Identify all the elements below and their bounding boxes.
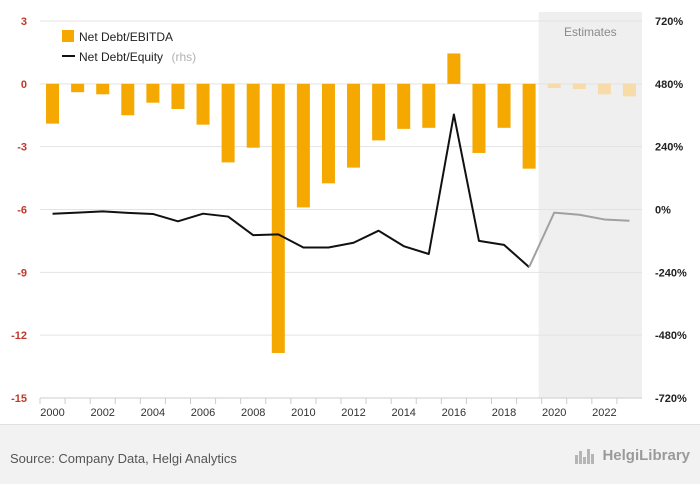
bar-2004 (146, 83, 160, 103)
right-tick-label: 480% (655, 79, 683, 91)
left-tick-label: -12 (11, 330, 27, 342)
bar-2019 (522, 83, 536, 169)
line-series-net-debt-equity (52, 113, 630, 268)
source-note: Source: Company Data, Helgi Analytics (10, 451, 237, 466)
bar-2021 (572, 83, 586, 90)
brand-name: HelgiLibrary (602, 447, 690, 464)
right-axis: 720% 480% 240% 0% -240% -480% -720% (655, 16, 687, 405)
estimates-region: Estimates (538, 12, 642, 398)
bar-2013 (372, 83, 386, 141)
left-axis: 3 0 -3 -6 -9 -12 -15 (11, 16, 27, 405)
right-tick-label: 720% (655, 16, 683, 28)
left-tick-label: 3 (21, 16, 27, 28)
bar-2011 (321, 83, 335, 184)
x-tick-label: 2008 (241, 407, 265, 419)
bar-2003 (121, 83, 135, 116)
x-tick-label: 2014 (391, 407, 415, 419)
bar-2012 (347, 83, 361, 168)
right-tick-label: -240% (655, 267, 687, 279)
right-tick-label: -480% (655, 330, 687, 342)
x-tick-label: 2022 (592, 407, 616, 419)
left-tick-label: -9 (17, 267, 27, 279)
x-tick-label: 2012 (341, 407, 365, 419)
bar-2014 (397, 83, 411, 129)
bar-2017 (472, 83, 486, 153)
legend-bar-swatch (62, 30, 74, 42)
bar-series-net-debt-ebitda (46, 53, 636, 353)
legend: Net Debt/EBITDA Net Debt/Equity (rhs) (62, 30, 196, 65)
dual-axis-chart: Estimates 3 0 -3 -6 -9 -12 -15 720% 480% 240% 0% -… (11, 12, 687, 419)
bar-2022 (597, 83, 611, 95)
legend-line-label: Net Debt/Equity (79, 50, 163, 64)
x-tick-label: 2000 (40, 407, 64, 419)
bar-2020 (547, 83, 561, 89)
footer: Source: Company Data, Helgi Analytics He… (0, 424, 700, 484)
bar-2008 (246, 83, 260, 148)
right-tick-label: 240% (655, 142, 683, 154)
bar-2000 (46, 83, 60, 124)
x-tick-label: 2018 (492, 407, 516, 419)
brand-logo: HelgiLibrary (575, 447, 690, 464)
bar-2005 (171, 83, 185, 109)
x-tick-label: 2010 (291, 407, 315, 419)
bar-2007 (221, 83, 235, 163)
bar-2002 (96, 83, 110, 95)
x-tick-label: 2020 (542, 407, 566, 419)
right-tick-label: -720% (655, 393, 687, 405)
right-tick-label: 0% (655, 205, 671, 217)
line-estimate (528, 211, 630, 268)
left-tick-label: -15 (11, 393, 27, 405)
line-actual (52, 113, 530, 268)
bar-2009 (271, 83, 285, 353)
x-tick-label: 2004 (141, 407, 165, 419)
left-tick-label: -6 (17, 205, 27, 217)
bar-2023 (622, 83, 636, 97)
legend-bar-label: Net Debt/EBITDA (79, 30, 173, 44)
estimates-label: Estimates (564, 25, 617, 39)
left-tick-label: 0 (21, 79, 27, 91)
estimates-shade (538, 12, 642, 398)
x-tick-label: 2006 (191, 407, 215, 419)
bar-2006 (196, 83, 210, 125)
bar-2018 (497, 83, 511, 128)
x-axis: 2000 2002 2004 2006 2008 2010 2012 2014 2016 2018… (39, 397, 642, 419)
bar-2010 (296, 83, 310, 208)
bar-2001 (71, 83, 85, 93)
bar-2015 (422, 83, 436, 128)
x-tick-label: 2016 (442, 407, 466, 419)
library-icon (575, 448, 597, 464)
legend-line-suffix: (rhs) (172, 50, 197, 64)
x-tick-label: 2002 (90, 407, 114, 419)
bar-2016 (447, 53, 461, 84)
legend-line-label-group: Net Debt/Equity (rhs) (79, 48, 196, 65)
left-tick-label: -3 (17, 142, 27, 154)
